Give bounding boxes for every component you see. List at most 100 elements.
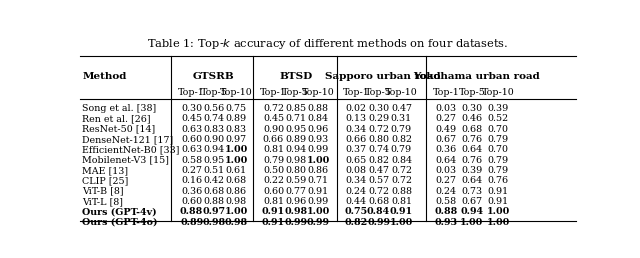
Text: 0.75: 0.75	[226, 104, 247, 113]
Text: Top-5: Top-5	[200, 88, 227, 97]
Text: 0.91: 0.91	[262, 207, 285, 216]
Text: 1.00: 1.00	[486, 207, 509, 216]
Text: 0.85: 0.85	[285, 104, 307, 113]
Text: 0.58: 0.58	[435, 197, 456, 206]
Text: 0.72: 0.72	[263, 104, 284, 113]
Text: 0.74: 0.74	[368, 145, 389, 154]
Text: Song et al. [38]: Song et al. [38]	[83, 104, 157, 113]
Text: 0.27: 0.27	[181, 166, 202, 175]
Text: 0.82: 0.82	[368, 156, 389, 165]
Text: Table 1: Top-$k$ accuracy of different methods on four datasets.: Table 1: Top-$k$ accuracy of different m…	[147, 37, 509, 51]
Text: 0.39: 0.39	[488, 104, 509, 113]
Text: 0.88: 0.88	[180, 207, 204, 216]
Text: 0.95: 0.95	[204, 156, 225, 165]
Text: Top-10: Top-10	[482, 88, 515, 97]
Text: 0.81: 0.81	[263, 145, 284, 154]
Text: 0.22: 0.22	[263, 176, 284, 185]
Text: 0.97: 0.97	[202, 207, 225, 216]
Text: 0.89: 0.89	[285, 135, 307, 144]
Text: 0.76: 0.76	[488, 176, 509, 185]
Text: 0.91: 0.91	[390, 207, 413, 216]
Text: 0.79: 0.79	[391, 125, 412, 134]
Text: Yokohama urban road: Yokohama urban road	[413, 72, 540, 81]
Text: 0.82: 0.82	[391, 135, 412, 144]
Text: 1.00: 1.00	[225, 145, 248, 154]
Text: 0.58: 0.58	[181, 156, 202, 165]
Text: Top-5: Top-5	[365, 88, 392, 97]
Text: 0.79: 0.79	[488, 166, 509, 175]
Text: 0.42: 0.42	[204, 176, 225, 185]
Text: 0.24: 0.24	[436, 187, 456, 196]
Text: 0.64: 0.64	[461, 145, 483, 154]
Text: 0.16: 0.16	[181, 176, 202, 185]
Text: 0.83: 0.83	[204, 125, 225, 134]
Text: 1.00: 1.00	[225, 156, 248, 165]
Text: Ours (GPT-4v): Ours (GPT-4v)	[83, 207, 157, 216]
Text: 0.88: 0.88	[435, 207, 458, 216]
Text: 0.50: 0.50	[263, 166, 284, 175]
Text: 0.30: 0.30	[461, 104, 483, 113]
Text: ResNet-50 [14]: ResNet-50 [14]	[83, 125, 156, 134]
Text: EfficientNet-B0 [33]: EfficientNet-B0 [33]	[83, 145, 180, 154]
Text: 0.84: 0.84	[308, 114, 328, 123]
Text: 0.96: 0.96	[285, 197, 307, 206]
Text: 1.00: 1.00	[307, 207, 330, 216]
Text: 0.71: 0.71	[285, 114, 307, 123]
Text: 0.98: 0.98	[202, 217, 225, 227]
Text: Ours (GPT-4o): Ours (GPT-4o)	[83, 217, 158, 227]
Text: 0.60: 0.60	[263, 187, 284, 196]
Text: ViT-L [8]: ViT-L [8]	[83, 197, 124, 206]
Text: 0.84: 0.84	[391, 156, 412, 165]
Text: Top-1: Top-1	[260, 88, 287, 97]
Text: 0.91: 0.91	[488, 187, 509, 196]
Text: 0.37: 0.37	[346, 145, 367, 154]
Text: 0.96: 0.96	[307, 125, 329, 134]
Text: 0.30: 0.30	[368, 104, 389, 113]
Text: 0.80: 0.80	[368, 135, 389, 144]
Text: 0.61: 0.61	[226, 166, 247, 175]
Text: ViT-B [8]: ViT-B [8]	[83, 187, 124, 196]
Text: Top-10: Top-10	[301, 88, 335, 97]
Text: Top-5: Top-5	[282, 88, 309, 97]
Text: 0.57: 0.57	[368, 176, 389, 185]
Text: 0.98: 0.98	[284, 207, 307, 216]
Text: Top-1: Top-1	[343, 88, 370, 97]
Text: 0.68: 0.68	[204, 187, 225, 196]
Text: 0.45: 0.45	[263, 114, 284, 123]
Text: GTSRB: GTSRB	[193, 72, 235, 81]
Text: 1.00: 1.00	[225, 207, 248, 216]
Text: 0.99: 0.99	[367, 217, 390, 227]
Text: 0.76: 0.76	[461, 156, 483, 165]
Text: Top-1: Top-1	[433, 88, 460, 97]
Text: 0.67: 0.67	[435, 135, 456, 144]
Text: 0.83: 0.83	[226, 125, 247, 134]
Text: 0.39: 0.39	[461, 166, 483, 175]
Text: 0.94: 0.94	[285, 145, 307, 154]
Text: 0.31: 0.31	[391, 114, 412, 123]
Text: 0.29: 0.29	[368, 114, 389, 123]
Text: 0.45: 0.45	[181, 114, 202, 123]
Text: 0.82: 0.82	[345, 217, 368, 227]
Text: 0.94: 0.94	[204, 145, 225, 154]
Text: 0.86: 0.86	[307, 166, 329, 175]
Text: 0.44: 0.44	[346, 197, 367, 206]
Text: 0.73: 0.73	[461, 187, 483, 196]
Text: 0.89: 0.89	[226, 114, 247, 123]
Text: 0.90: 0.90	[263, 125, 284, 134]
Text: 0.97: 0.97	[226, 135, 247, 144]
Text: 1.00: 1.00	[307, 156, 330, 165]
Text: 0.47: 0.47	[368, 166, 389, 175]
Text: 0.47: 0.47	[391, 104, 412, 113]
Text: 0.72: 0.72	[391, 166, 412, 175]
Text: 0.68: 0.68	[461, 125, 483, 134]
Text: 0.81: 0.81	[391, 197, 412, 206]
Text: 0.76: 0.76	[461, 135, 483, 144]
Text: 0.86: 0.86	[226, 187, 247, 196]
Text: 0.88: 0.88	[204, 197, 225, 206]
Text: 0.49: 0.49	[435, 125, 456, 134]
Text: MAE [13]: MAE [13]	[83, 166, 129, 175]
Text: 0.91: 0.91	[488, 197, 509, 206]
Text: 0.88: 0.88	[308, 104, 328, 113]
Text: 0.70: 0.70	[488, 145, 509, 154]
Text: Top-1: Top-1	[178, 88, 205, 97]
